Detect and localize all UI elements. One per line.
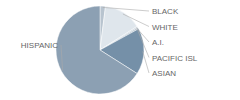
slice-label: PACIFIC ISL — [152, 54, 198, 63]
leader-line — [103, 7, 149, 11]
leader-line — [123, 14, 149, 27]
slice-label: ASIAN — [152, 69, 176, 78]
slice-label: HISPANIC — [21, 41, 58, 50]
slice-label: BLACK — [152, 7, 179, 16]
leader-line — [61, 45, 63, 71]
leader-line — [136, 28, 149, 42]
pie-slice — [56, 6, 137, 94]
leader-line — [143, 51, 149, 73]
chart: BLACK WHITE A.I. PACIFIC ISL ASIAN HISPANIC — [0, 0, 240, 100]
slice-label: WHITE — [152, 23, 178, 32]
slice-label: A.I. — [152, 38, 164, 47]
